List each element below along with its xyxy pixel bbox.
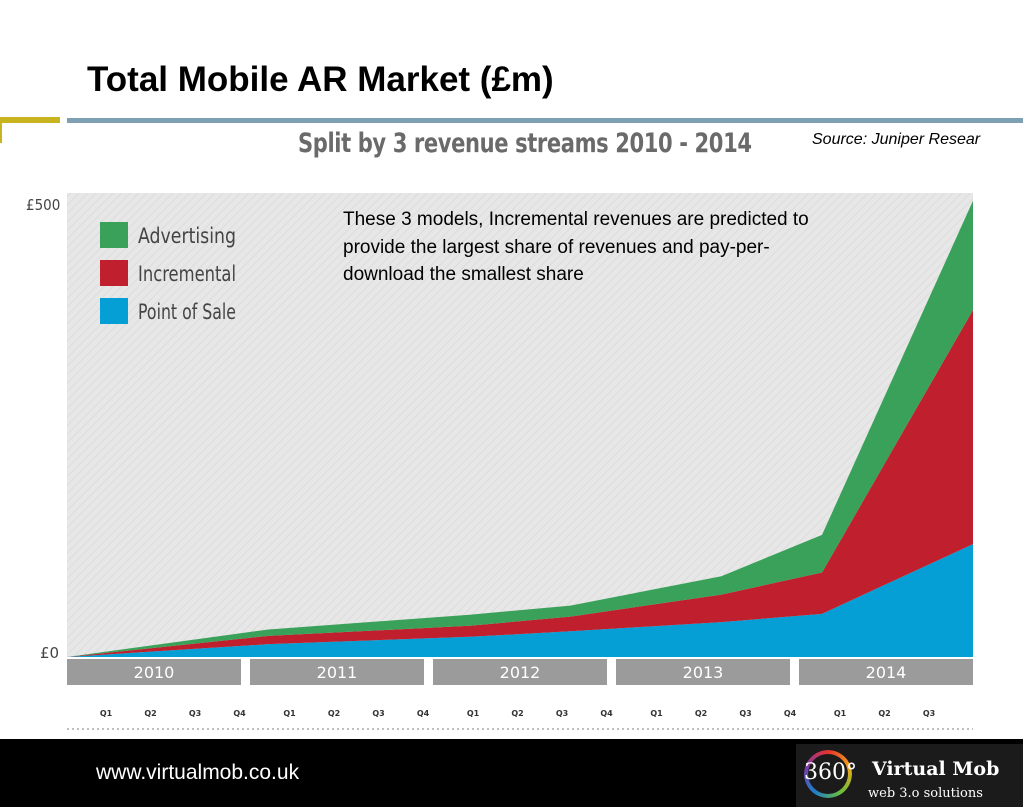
quarter-label: Q3	[372, 709, 384, 718]
area-layer	[67, 200, 973, 657]
y-tick-label: £0	[40, 644, 59, 662]
logo-number: 360°	[804, 760, 857, 785]
gold-accent-rule	[0, 117, 60, 123]
quarter-label: Q3	[556, 709, 568, 718]
quarter-label: Q3	[923, 709, 935, 718]
title-underline-rule	[67, 118, 1023, 123]
chart-title: Split by 3 revenue streams 2010 - 2014	[298, 128, 752, 159]
quarter-label: Q2	[328, 709, 340, 718]
chart-legend: Advertising Incremental Point of Sale	[100, 222, 236, 324]
quarter-label: Q3	[189, 709, 201, 718]
year-label: 2012	[500, 663, 541, 682]
quarter-axis: Q1 Q2 Q3 Q4 Q1 Q2 Q3 Q4 Q1 Q2 Q3 Q4 Q1 Q2 Q3 Q4 Q1 Q2 Q3	[100, 709, 935, 718]
legend-swatch	[100, 260, 128, 286]
stacked-area-chart: £500 £0 Advertising Incremental Point of S…	[26, 193, 973, 730]
legend-label: Incremental	[138, 262, 236, 286]
year-band	[616, 659, 790, 685]
quarter-label: Q2	[695, 709, 707, 718]
year-band	[433, 659, 607, 685]
footer-url[interactable]: www.virtualmob.co.uk	[96, 761, 300, 784]
year-label: 2010	[134, 663, 175, 682]
quarter-label: Q2	[511, 709, 523, 718]
year-axis: 2010 2011 2012 2013 2014	[67, 659, 973, 685]
year-label: 2011	[317, 663, 358, 682]
quarter-label: Q1	[100, 709, 113, 718]
y-tick-label: £500	[26, 196, 60, 214]
year-label: 2013	[683, 663, 724, 682]
quarter-label: Q1	[467, 709, 480, 718]
quarter-label: Q4	[417, 709, 430, 718]
quarter-label: Q4	[600, 709, 613, 718]
year-label: 2014	[866, 663, 907, 682]
quarter-label: Q1	[283, 709, 296, 718]
quarter-label: Q3	[739, 709, 751, 718]
quarter-label: Q2	[878, 709, 890, 718]
legend-label: Point of Sale	[138, 300, 236, 324]
legend-swatch	[100, 222, 128, 248]
quarter-label: Q4	[784, 709, 797, 718]
year-band	[799, 659, 973, 685]
area-point-of-sale	[67, 544, 973, 657]
logo-ring-icon	[804, 750, 852, 798]
quarter-label: Q4	[233, 709, 246, 718]
quarter-label: Q1	[834, 709, 847, 718]
legend-label: Advertising	[138, 224, 236, 248]
year-band	[250, 659, 424, 685]
year-band	[67, 659, 241, 685]
chart-annotation: These 3 models, Incremental revenues are…	[343, 209, 809, 285]
logo-name: Virtual Mob	[872, 758, 1000, 780]
slide-title: Total Mobile AR Market (£m)	[87, 60, 554, 99]
gold-accent-tick	[0, 123, 2, 143]
quarter-label: Q2	[144, 709, 156, 718]
logo-tagline: web 3.o solutions	[868, 786, 983, 801]
legend-swatch	[100, 298, 128, 324]
source-note: Source: Juniper Resear	[812, 131, 981, 148]
quarter-label: Q1	[650, 709, 663, 718]
